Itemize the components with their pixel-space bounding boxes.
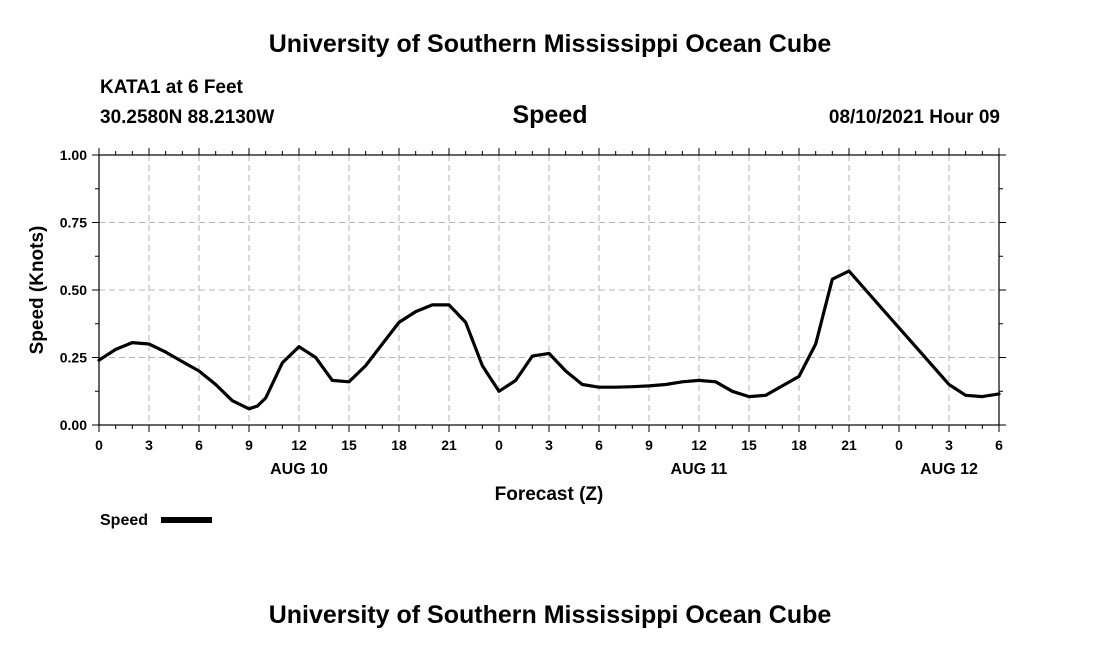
x-axis-label: Forecast (Z): [495, 484, 604, 505]
x-tick-label: 3: [145, 437, 153, 453]
date-label: AUG 12: [920, 461, 978, 478]
legend-swatch: [161, 517, 212, 523]
y-tick-label: 1.00: [60, 147, 87, 163]
y-axis-label: Speed (Knots): [27, 226, 48, 355]
top-title: University of Southern Mississippi Ocean…: [268, 30, 832, 58]
station-label: KATA1 at 6 Feet: [100, 77, 243, 98]
x-tick-label: 3: [945, 437, 953, 453]
x-tick-label: 0: [95, 437, 103, 453]
datetime-label: 08/10/2021 Hour 09: [828, 107, 1000, 128]
x-tick-label: 21: [841, 437, 857, 453]
x-tick-label: 18: [791, 437, 807, 453]
x-tick-label: 6: [195, 437, 203, 453]
x-tick-label: 9: [245, 437, 253, 453]
date-label: AUG 10: [270, 461, 328, 478]
x-tick-label: 6: [595, 437, 603, 453]
x-tick-label: 18: [391, 437, 407, 453]
x-tick-label: 3: [545, 437, 553, 453]
y-tick-label: 0.50: [60, 282, 87, 298]
y-tick-label: 0.25: [60, 350, 87, 366]
y-tick-label: 0.00: [60, 417, 87, 433]
legend-label: Speed: [100, 512, 148, 529]
date-label: AUG 11: [671, 461, 728, 478]
y-tick-label: 0.75: [60, 215, 87, 231]
coords-label: 30.2580N 88.2130W: [100, 107, 275, 128]
speed-series-line: [97, 269, 1001, 411]
x-tick-label: 0: [895, 437, 903, 453]
x-tick-label: 12: [291, 437, 307, 453]
chart-title: Speed: [512, 101, 588, 129]
x-tick-label: 0: [495, 437, 503, 453]
x-tick-label: 9: [645, 437, 653, 453]
x-tick-label: 6: [995, 437, 1003, 453]
bottom-title: University of Southern Mississippi Ocean…: [268, 601, 832, 629]
x-tick-label: 15: [741, 437, 757, 453]
x-tick-label: 12: [691, 437, 707, 453]
x-tick-label: 15: [341, 437, 357, 453]
x-tick-label: 21: [441, 437, 457, 453]
